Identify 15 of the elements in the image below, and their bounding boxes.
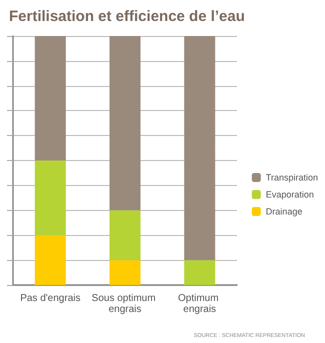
bar: [184, 260, 216, 285]
x-tick-label: Sous optimum engrais: [92, 293, 158, 315]
x-tick-label: Optimum engrais: [178, 293, 222, 315]
legend-label: Drainage: [266, 206, 302, 216]
legend-label: Evaporation: [266, 190, 314, 200]
legend-label: Transpiration: [266, 172, 318, 182]
bar: [34, 160, 66, 236]
bar: [184, 36, 216, 260]
bar: [110, 36, 140, 210]
bar: [110, 260, 140, 285]
bar: [34, 235, 66, 285]
x-tick-label: Pas d'engrais: [20, 293, 80, 304]
bar: [110, 210, 140, 260]
bar: [34, 36, 66, 160]
chart-title: Fertilisation et efficience de l’eau: [9, 8, 245, 25]
